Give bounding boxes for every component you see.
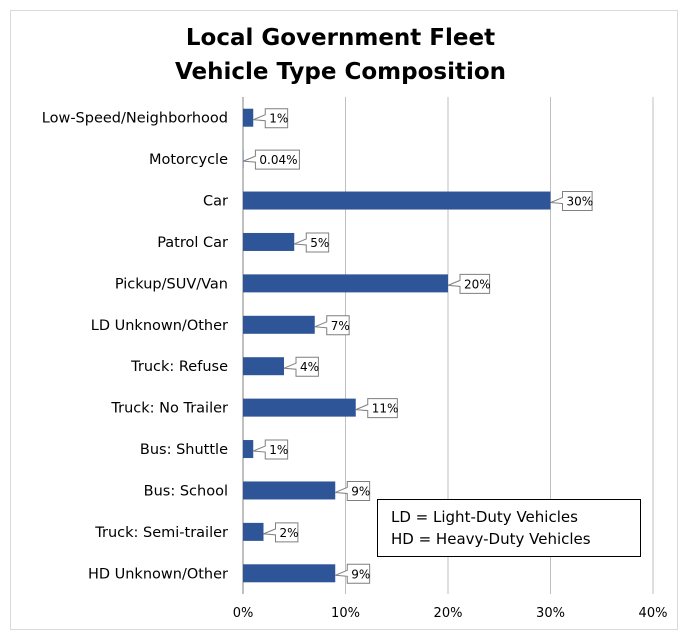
category-label: Pickup/SUV/Van xyxy=(115,276,228,292)
data-label: 30% xyxy=(567,195,594,209)
bar xyxy=(243,398,356,417)
legend-line-hd: HD = Heavy-Duty Vehicles xyxy=(391,530,591,548)
data-label: 11% xyxy=(372,402,399,416)
data-label-callout xyxy=(253,439,289,460)
x-tick-label: 0% xyxy=(233,606,254,621)
data-label-callout xyxy=(294,232,330,253)
data-label: 4% xyxy=(300,360,319,374)
legend-line-ld: LD = Light-Duty Vehicles xyxy=(391,508,578,526)
bar xyxy=(243,108,254,127)
bar xyxy=(243,481,336,500)
data-label-callout xyxy=(550,191,593,212)
category-label: LD Unknown/Other xyxy=(91,318,228,334)
data-label: 0.04% xyxy=(259,153,297,167)
data-label-callout xyxy=(335,563,371,584)
data-label-callout xyxy=(447,273,491,294)
data-label-callout xyxy=(355,398,398,419)
data-label-callout xyxy=(283,356,319,377)
data-label: 9% xyxy=(351,484,370,498)
category-label: Bus: School xyxy=(144,483,228,499)
category-label: Truck: Refuse xyxy=(130,359,228,375)
data-label: 5% xyxy=(310,236,329,250)
x-tick-label: 40% xyxy=(639,606,668,621)
data-label-callout xyxy=(243,149,300,170)
category-label: Truck: Semi-trailer xyxy=(94,525,228,541)
data-label: 1% xyxy=(269,112,288,126)
bar xyxy=(243,274,448,293)
bar xyxy=(243,357,284,376)
data-label-callout xyxy=(263,522,299,543)
category-label: Bus: Shuttle xyxy=(140,442,228,458)
data-label-callout xyxy=(314,315,350,336)
bar xyxy=(243,440,254,459)
bar xyxy=(243,315,315,334)
bar xyxy=(243,522,264,541)
x-tick-label: 20% xyxy=(434,606,463,621)
bar xyxy=(243,232,295,251)
category-label: Truck: No Trailer xyxy=(110,401,228,417)
x-tick-label: 30% xyxy=(536,606,565,621)
category-label: Car xyxy=(203,194,228,210)
chart-title: Local Government Fleet xyxy=(185,25,496,51)
bar xyxy=(243,191,551,210)
data-label: 9% xyxy=(351,567,370,581)
legend-box: LD = Light-Duty Vehicles HD = Heavy-Duty… xyxy=(377,499,641,557)
chart-subtitle: Vehicle Type Composition xyxy=(174,59,507,85)
category-label: Patrol Car xyxy=(157,235,228,251)
data-label: 20% xyxy=(464,277,491,291)
bar xyxy=(243,564,336,583)
data-label-callout xyxy=(335,480,371,501)
data-label-callout xyxy=(253,108,289,129)
data-label: 7% xyxy=(331,319,350,333)
category-label: Low-Speed/Neighborhood xyxy=(42,111,228,127)
category-label: Motorcycle xyxy=(149,152,228,168)
x-tick-label: 10% xyxy=(331,606,360,621)
data-label: 2% xyxy=(280,526,299,540)
data-label: 1% xyxy=(269,443,288,457)
category-label: HD Unknown/Other xyxy=(88,566,228,582)
